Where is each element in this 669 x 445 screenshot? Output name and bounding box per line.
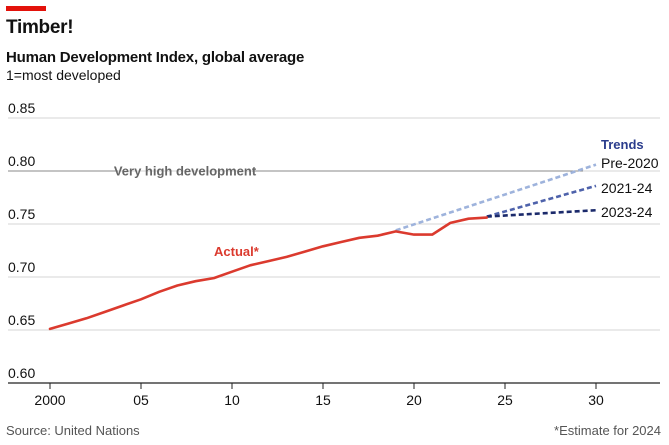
trend-line: [486, 208, 597, 218]
trend-label: Pre-2020: [601, 155, 659, 171]
y-tick-label: 0.65: [8, 312, 35, 328]
x-tick-label: 25: [497, 392, 513, 408]
series-label-actual: Actual*: [214, 244, 260, 259]
x-tick-label: 05: [133, 392, 149, 408]
x-tick-label: 15: [315, 392, 331, 408]
accent-bar: [6, 6, 46, 11]
y-tick-label: 0.75: [8, 206, 35, 222]
reference-line-label: Very high development: [114, 164, 257, 179]
x-tick-label: 20: [406, 392, 422, 408]
chart-subtitle: Human Development Index, global average: [6, 49, 305, 66]
series-line-actual: [48, 216, 489, 331]
chart-subnote: 1=most developed: [6, 67, 121, 83]
trend-line: [395, 163, 597, 232]
trend-line: [486, 184, 597, 218]
y-tick-label: 0.85: [8, 100, 35, 116]
y-tick-label: 0.80: [8, 153, 35, 169]
chart-title: Timber!: [6, 17, 74, 38]
trends-legend-title: Trends: [601, 137, 644, 152]
y-tick-label: 0.60: [8, 365, 35, 381]
x-tick-label: 2000: [34, 392, 65, 408]
trend-label: 2021-24: [601, 180, 653, 196]
footnote: *Estimate for 2024: [554, 423, 661, 438]
x-tick-label: 30: [588, 392, 604, 408]
trend-label: 2023-24: [601, 204, 653, 220]
y-tick-label: 0.70: [8, 259, 35, 275]
source-note: Source: United Nations: [6, 423, 140, 438]
x-tick-label: 10: [224, 392, 240, 408]
